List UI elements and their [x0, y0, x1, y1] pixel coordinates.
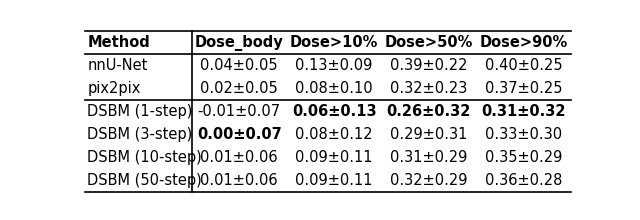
Text: 0.06±0.13: 0.06±0.13 [292, 104, 376, 119]
Text: 0.08±0.12: 0.08±0.12 [295, 127, 373, 142]
Text: 0.36±0.28: 0.36±0.28 [485, 173, 563, 188]
Text: DSBM (3-step): DSBM (3-step) [88, 127, 193, 142]
Text: Dose_body: Dose_body [195, 35, 284, 51]
Text: DSBM (1-step): DSBM (1-step) [88, 104, 193, 119]
Text: 0.04±0.05: 0.04±0.05 [200, 59, 278, 73]
Text: 0.39±0.22: 0.39±0.22 [390, 59, 468, 73]
Text: 0.09±0.11: 0.09±0.11 [295, 173, 373, 188]
Text: 0.33±0.30: 0.33±0.30 [485, 127, 562, 142]
Text: 0.31±0.32: 0.31±0.32 [481, 104, 566, 119]
Text: 0.08±0.10: 0.08±0.10 [295, 81, 373, 96]
Text: 0.01±0.06: 0.01±0.06 [200, 150, 278, 165]
Text: 0.09±0.11: 0.09±0.11 [295, 150, 373, 165]
Text: 0.00±0.07: 0.00±0.07 [197, 127, 282, 142]
Text: nnU-Net: nnU-Net [88, 59, 148, 73]
Text: 0.37±0.25: 0.37±0.25 [485, 81, 563, 96]
Text: Dose>90%: Dose>90% [479, 35, 568, 50]
Text: Method: Method [88, 35, 150, 50]
Text: DSBM (50-step): DSBM (50-step) [88, 173, 202, 188]
Text: pix2pix: pix2pix [88, 81, 141, 96]
Text: Dose>50%: Dose>50% [385, 35, 473, 50]
Text: 0.13±0.09: 0.13±0.09 [296, 59, 372, 73]
Text: 0.02±0.05: 0.02±0.05 [200, 81, 278, 96]
Text: 0.32±0.29: 0.32±0.29 [390, 173, 468, 188]
Text: -0.01±0.07: -0.01±0.07 [198, 104, 281, 119]
Text: 0.26±0.32: 0.26±0.32 [387, 104, 471, 119]
Text: 0.31±0.29: 0.31±0.29 [390, 150, 468, 165]
Text: 0.29±0.31: 0.29±0.31 [390, 127, 468, 142]
Text: DSBM (10-step): DSBM (10-step) [88, 150, 202, 165]
Text: Dose>10%: Dose>10% [290, 35, 378, 50]
Text: 0.32±0.23: 0.32±0.23 [390, 81, 468, 96]
Text: 0.01±0.06: 0.01±0.06 [200, 173, 278, 188]
Text: 0.35±0.29: 0.35±0.29 [485, 150, 563, 165]
Text: 0.40±0.25: 0.40±0.25 [485, 59, 563, 73]
